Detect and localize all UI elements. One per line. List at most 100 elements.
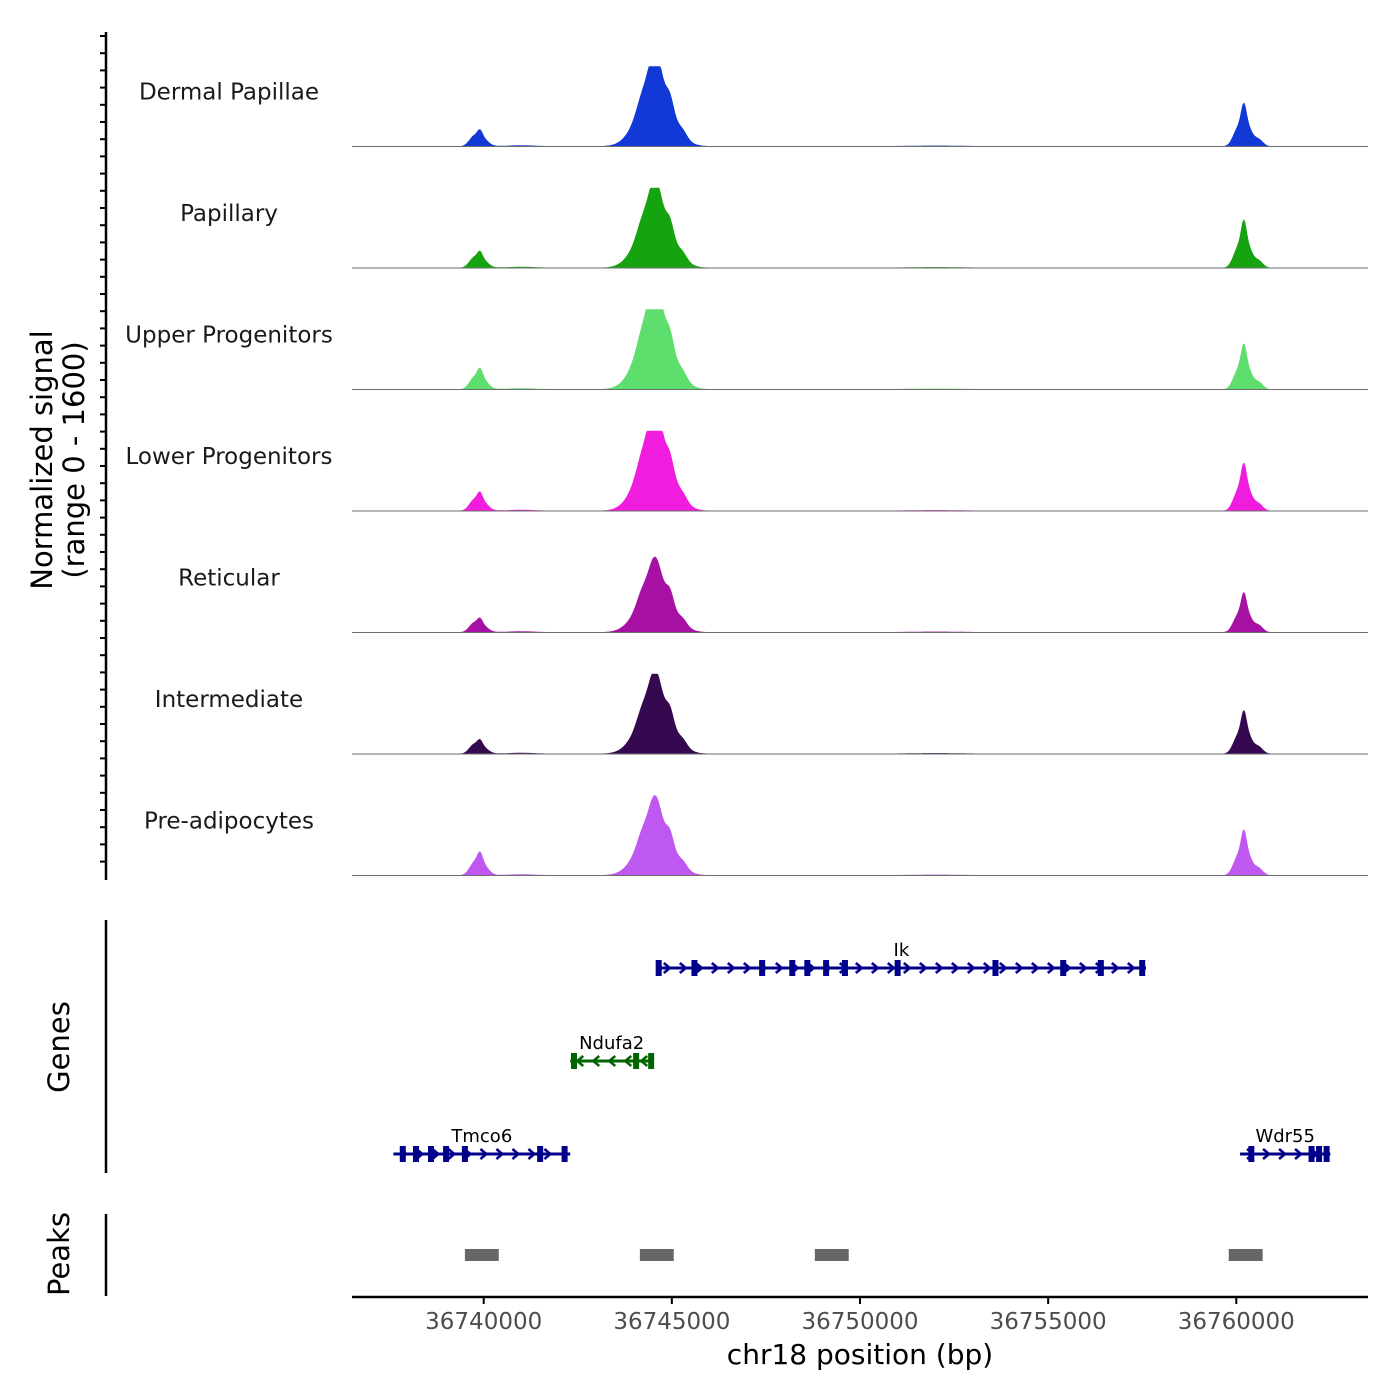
coverage-tracks: Dermal Papillae Papillary Upper Progenitor… <box>125 66 1368 876</box>
gene-strand-arrow <box>479 1148 489 1160</box>
x-tick-label: 36760000 <box>1178 1309 1295 1335</box>
track-label: Upper Progenitors <box>125 323 333 349</box>
gene-exon <box>841 960 848 976</box>
gene-exon <box>1139 960 1146 976</box>
gene-exon <box>1308 1146 1315 1162</box>
track-reticular: Reticular <box>178 556 1368 633</box>
track-signal-area <box>352 430 1368 512</box>
peak-region <box>814 1249 849 1261</box>
gene-exon <box>412 1146 419 1162</box>
gene-exon <box>655 960 662 976</box>
gene-ik: Ik <box>655 940 1146 976</box>
gene-strand-arrow <box>447 1148 457 1160</box>
gene-strand-arrow <box>1030 962 1040 974</box>
gene-exon <box>1060 960 1067 976</box>
peak-region <box>639 1249 674 1261</box>
y-axis-title: Normalized signal <box>25 330 59 589</box>
track-upper-progenitors: Upper Progenitors <box>125 309 1368 390</box>
gene-strand-arrow <box>1126 962 1136 974</box>
track-pre-adipocytes: Pre-adipocytes <box>144 795 1368 876</box>
gene-strand-arrow <box>575 1055 585 1067</box>
gene-exon <box>1316 1146 1323 1162</box>
gene-strand-arrow <box>950 962 960 974</box>
genes-axis-title: Genes <box>42 1001 76 1093</box>
x-tick-label: 36745000 <box>613 1309 730 1335</box>
gene-strand-arrow <box>591 1055 601 1067</box>
track-signal-area <box>352 187 1368 269</box>
y-axis-title-line1: Normalized signal <box>25 330 59 589</box>
y-axis-title-line2: (range 0 - 1600) <box>57 341 91 578</box>
gene-strand-arrow <box>726 962 736 974</box>
track-papillary: Papillary <box>180 187 1368 269</box>
track-label: Lower Progenitors <box>126 444 333 470</box>
gene-exon <box>399 1146 406 1162</box>
gene-strand-arrow <box>1294 1148 1304 1160</box>
gene-strand-arrow <box>870 962 880 974</box>
gene-wdr55: Wdr55 <box>1240 1126 1331 1162</box>
track-label: Pre-adipocytes <box>144 809 314 835</box>
peaks-axis-title: Peaks <box>42 1212 76 1296</box>
gene-strand-arrow <box>527 1148 537 1160</box>
gene-exon <box>443 1146 450 1162</box>
coverage-y-axis <box>100 32 108 880</box>
gene-exon <box>691 960 698 976</box>
gene-strand-arrow <box>982 962 992 974</box>
gene-label: Tmco6 <box>450 1126 512 1147</box>
gene-strand-arrow <box>742 962 752 974</box>
gene-exon <box>537 1146 544 1162</box>
gene-strand-arrow <box>431 1148 441 1160</box>
track-signal-area <box>352 795 1368 876</box>
gene-strand-arrow <box>495 1148 505 1160</box>
gene-strand-arrow <box>966 962 976 974</box>
track-label: Papillary <box>180 201 278 227</box>
peaks-panel <box>104 1214 1263 1296</box>
gene-strand-arrow <box>1278 1148 1288 1160</box>
gene-exon <box>759 960 766 976</box>
gene-exon <box>571 1053 578 1069</box>
x-tick-label: 36755000 <box>990 1309 1107 1335</box>
gene-strand-arrow <box>543 1148 553 1160</box>
gene-strand-arrow <box>607 1055 617 1067</box>
track-dermal-papillae: Dermal Papillae <box>139 66 1368 147</box>
track-signal-area <box>352 309 1368 390</box>
gene-label: Wdr55 <box>1255 1126 1315 1147</box>
x-tick-label: 36750000 <box>801 1309 918 1335</box>
peak-region <box>464 1249 499 1261</box>
gene-strand-arrow <box>1014 962 1024 974</box>
gene-strand-arrow <box>639 1055 649 1067</box>
gene-strand-arrow <box>774 962 784 974</box>
gene-exon <box>1323 1146 1330 1162</box>
track-label: Reticular <box>178 566 280 592</box>
gene-exon <box>992 960 999 976</box>
gene-strand-arrow <box>623 1055 633 1067</box>
gene-strand-arrow <box>511 1148 521 1160</box>
gene-exon <box>804 960 811 976</box>
gene-exon <box>428 1146 435 1162</box>
gene-exon <box>823 960 830 976</box>
gene-label: Ik <box>894 940 910 961</box>
gene-strand-arrow <box>902 962 912 974</box>
track-signal-area <box>352 556 1368 633</box>
gene-strand-arrow <box>918 962 928 974</box>
track-lower-progenitors: Lower Progenitors <box>126 430 1368 512</box>
track-label: Intermediate <box>155 687 303 713</box>
gene-label: Ndufa2 <box>579 1033 644 1054</box>
track-signal-area <box>352 66 1368 147</box>
track-intermediate: Intermediate <box>155 673 1368 755</box>
gene-exon <box>648 1053 655 1069</box>
gene-strand-arrow <box>662 962 672 974</box>
x-axis: 36740000 36745000 36750000 36755000 36760000 <box>352 1295 1368 1335</box>
gene-strand-arrow <box>854 962 864 974</box>
gene-strand-arrow <box>678 962 688 974</box>
track-label: Dermal Papillae <box>139 80 319 106</box>
gene-strand-arrow <box>1078 962 1088 974</box>
gene-tmco6: Tmco6 <box>393 1126 571 1162</box>
gene-ndufa2: Ndufa2 <box>570 1033 655 1069</box>
gene-strand-arrow <box>886 962 896 974</box>
gene-strand-arrow <box>1262 1148 1272 1160</box>
gene-strand-arrow <box>1046 962 1056 974</box>
gene-exon <box>789 960 796 976</box>
x-axis-title: chr18 position (bp) <box>727 1338 993 1371</box>
gene-exon <box>1248 1146 1255 1162</box>
